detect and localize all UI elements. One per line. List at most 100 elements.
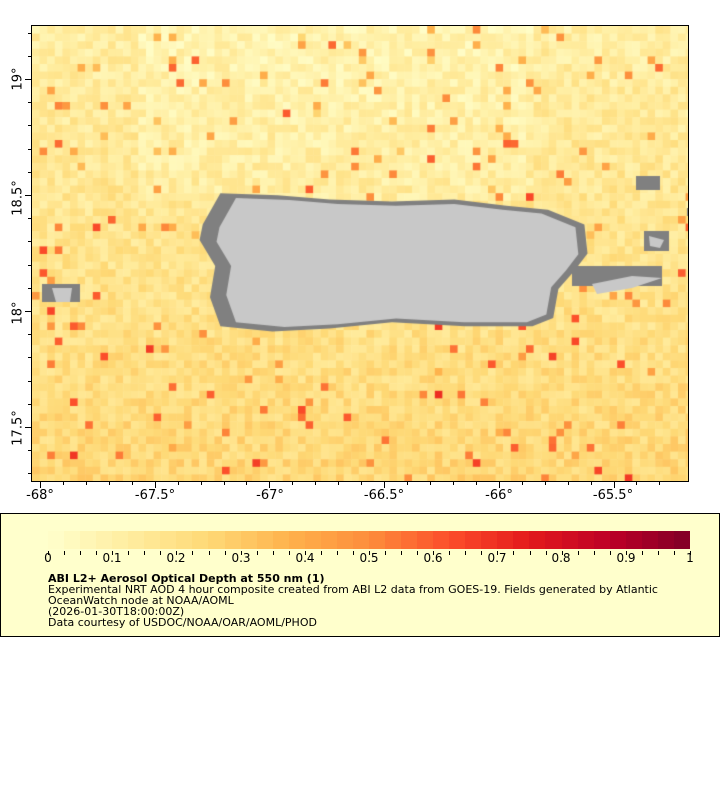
axis-tick (407, 482, 409, 485)
colorbar-tick (417, 551, 419, 555)
colorbar-cell (577, 531, 594, 549)
colorbar-cell (417, 531, 434, 549)
colorbar-tick (80, 551, 82, 555)
colorbar-tick (401, 551, 403, 555)
colorbar-cell (240, 531, 257, 549)
axis-tick (223, 482, 225, 485)
colorbar-cell (657, 531, 674, 549)
axis-tick (659, 482, 661, 485)
colorbar-cell (625, 531, 642, 549)
colorbar-tick (208, 551, 210, 555)
colorbar-cell (208, 531, 225, 549)
axis-tick (28, 403, 31, 405)
colorbar-cell (96, 531, 113, 549)
colorbar-tick (96, 551, 98, 555)
colorbar-cell (401, 531, 418, 549)
colorbar-label: 0.9 (616, 551, 636, 565)
x-tick-label: -66.5° (363, 488, 405, 503)
axis-tick (590, 482, 592, 485)
colorbar-cell (112, 531, 129, 549)
axis-tick (28, 357, 31, 359)
colorbar-cell (160, 531, 177, 549)
colorbar-cell (465, 531, 482, 549)
axis-tick (131, 482, 133, 485)
colorbar-cell (529, 531, 546, 549)
axis-tick (361, 482, 363, 485)
axis-tick (28, 125, 31, 127)
colorbar-cell (641, 531, 658, 549)
colorbar-tick (465, 551, 467, 555)
colorbar-label: 0.5 (359, 551, 379, 565)
axis-tick (28, 473, 31, 475)
axis-tick (475, 482, 477, 485)
colorbar-cell (224, 531, 241, 549)
colorbar-cell (176, 531, 193, 549)
axis-tick (25, 427, 31, 428)
aod-map[interactable] (31, 25, 689, 482)
colorbar-cell (673, 531, 690, 549)
axis-tick (200, 482, 202, 485)
colorbar-tick (593, 551, 595, 555)
axis-tick (25, 79, 31, 80)
axis-tick (544, 482, 546, 485)
axis-tick (85, 482, 87, 485)
axis-tick (28, 171, 31, 173)
colorbar-cell (545, 531, 562, 549)
colorbar-tick (192, 551, 194, 555)
axis-tick (28, 55, 31, 57)
colorbar-tick (561, 551, 563, 555)
axis-tick (40, 482, 41, 488)
colorbar-cell (80, 531, 97, 549)
colorbar-tick (176, 551, 178, 555)
colorbar-tick (690, 551, 691, 555)
x-tick-label: -68° (26, 488, 54, 503)
colorbar-tick (304, 551, 306, 555)
colorbar-tick (128, 551, 130, 555)
colorbar-label: 0.1 (102, 551, 122, 565)
axis-tick (28, 450, 31, 452)
axis-tick (452, 482, 454, 485)
colorbar-tick (272, 551, 274, 555)
axis-tick (429, 482, 431, 485)
axis-tick (636, 482, 638, 485)
colorbar-tick (657, 551, 659, 555)
axis-tick (384, 482, 386, 488)
y-tick-label: 19° (10, 67, 26, 91)
colorbar-tick (352, 551, 354, 555)
colorbar-tick (256, 551, 258, 555)
axis-tick (177, 482, 179, 485)
legend-credit: Data courtesy of USDOC/NOAA/OAR/AOML/PHO… (48, 616, 317, 629)
colorbar-tick (625, 551, 627, 555)
colorbar-cell (336, 531, 353, 549)
colorbar-tick (449, 551, 451, 555)
axis-tick (154, 482, 156, 488)
colorbar-cell (449, 531, 466, 549)
colorbar-cell (384, 531, 402, 549)
axis-tick (28, 218, 31, 220)
colorbar-tick (48, 551, 49, 555)
colorbar-tick (481, 551, 483, 555)
colorbar-tick (529, 551, 531, 555)
colorbar-label: 0.3 (231, 551, 251, 565)
colorbar-cell (304, 531, 321, 549)
colorbar-tick (513, 551, 515, 555)
axis-tick (28, 148, 31, 150)
colorbar-label: 0 (44, 551, 52, 565)
colorbar-cell (272, 531, 289, 549)
axis-tick (28, 287, 31, 289)
axis-tick (28, 32, 31, 34)
y-tick-label: 18.5° (10, 180, 26, 216)
axis-tick (28, 102, 31, 104)
colorbar-label: 0.8 (551, 551, 571, 565)
colorbar-tick (336, 551, 338, 555)
axis-tick (25, 311, 31, 312)
legend-panel: 0 0.1 0.2 0.3 0.4 0.5 0.6 0.7 0.8 0.9 1 … (0, 513, 720, 637)
axis-tick (498, 482, 500, 488)
colorbar-cell (368, 531, 385, 549)
colorbar-tick (609, 551, 611, 555)
axis-tick (315, 482, 317, 485)
colorbar-cell (513, 531, 530, 549)
x-tick-label: -66° (485, 488, 513, 503)
legend-description-cont: OceanWatch node at NOAA/AOML (48, 594, 234, 607)
axis-tick (108, 482, 110, 485)
